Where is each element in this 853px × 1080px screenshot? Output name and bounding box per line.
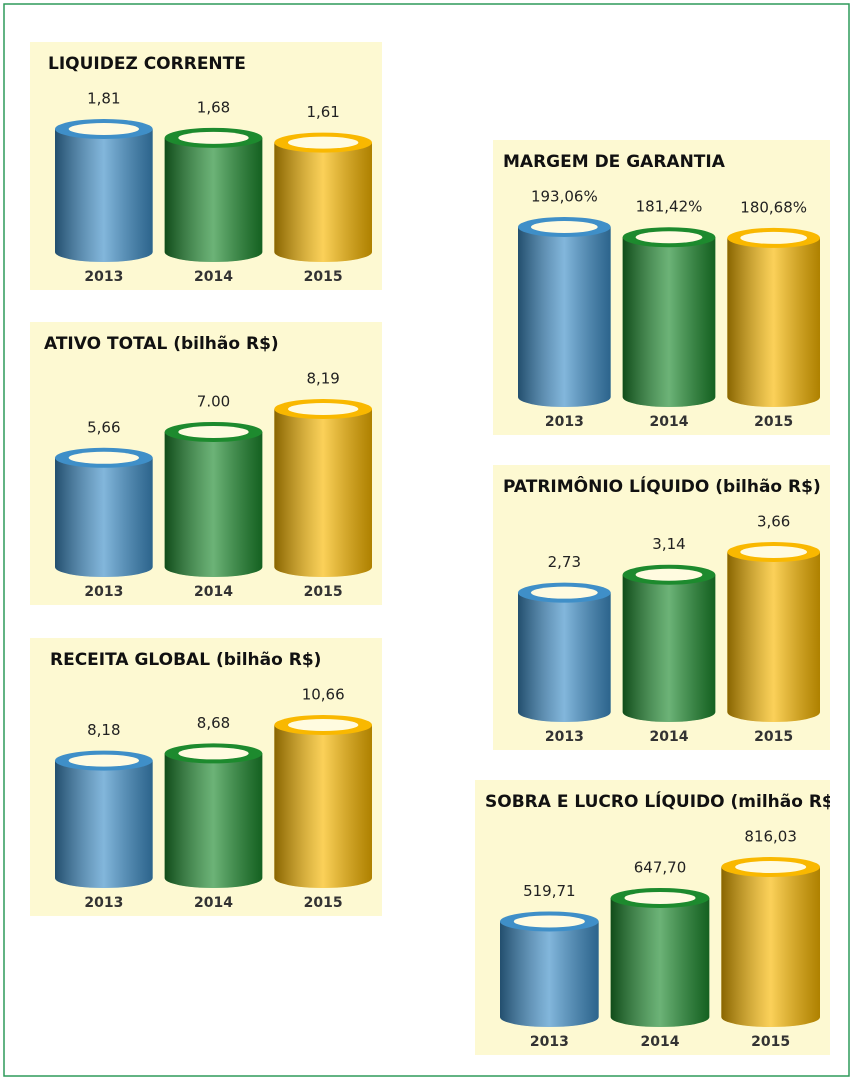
bar-shade bbox=[610, 897, 710, 1027]
chart-panel: MARGEM DE GARANTIA 193,06% 2013 181,42% 2014… bbox=[493, 140, 830, 435]
bar-shade bbox=[727, 237, 820, 407]
value-label: 816,03 bbox=[744, 828, 797, 846]
category-label: 2013 bbox=[545, 414, 584, 430]
chart-panel: RECEITA GLOBAL (bilhão R$) 8,18 2013 8,68 20… bbox=[30, 638, 382, 916]
category-label: 2015 bbox=[751, 1034, 790, 1050]
bar-shade bbox=[727, 552, 820, 722]
bar-top-inner bbox=[624, 891, 696, 904]
bar-shade bbox=[274, 409, 372, 577]
bar-top-inner bbox=[178, 425, 249, 438]
category-label: 2013 bbox=[84, 584, 123, 600]
bar-shade bbox=[622, 237, 716, 407]
bar-shade bbox=[164, 431, 263, 577]
category-label: 2014 bbox=[194, 269, 233, 285]
value-label: 7.00 bbox=[197, 392, 230, 410]
bar-shade bbox=[518, 592, 611, 722]
value-label: 1,81 bbox=[87, 90, 120, 108]
category-label: 2014 bbox=[194, 895, 233, 911]
value-label: 519,71 bbox=[523, 882, 576, 900]
bar-shade bbox=[55, 760, 153, 888]
bar-top-inner bbox=[178, 131, 249, 144]
category-label: 2013 bbox=[84, 895, 123, 911]
category-label: 2015 bbox=[754, 414, 793, 430]
bar-top-inner bbox=[513, 915, 585, 928]
bar-shade bbox=[274, 725, 372, 888]
value-label: 8,18 bbox=[87, 721, 120, 739]
value-label: 181,42% bbox=[636, 198, 703, 216]
bar-top-inner bbox=[178, 747, 249, 760]
bar-top-inner bbox=[288, 403, 359, 415]
category-label: 2013 bbox=[530, 1034, 569, 1050]
bar-top-inner bbox=[735, 861, 807, 873]
bar-top-inner bbox=[530, 221, 598, 233]
bar-shade bbox=[55, 457, 153, 577]
chart-panel: PATRIMÔNIO LÍQUIDO (bilhão R$) 2,73 2013 3,… bbox=[493, 465, 830, 750]
bar-shade bbox=[164, 753, 263, 888]
value-label: 193,06% bbox=[531, 188, 598, 206]
value-label: 180,68% bbox=[740, 198, 807, 216]
bar-top-inner bbox=[635, 568, 703, 581]
value-label: 8,19 bbox=[306, 370, 339, 388]
chart-title: RECEITA GLOBAL (bilhão R$) bbox=[50, 650, 321, 670]
category-label: 2014 bbox=[194, 584, 233, 600]
chart-panel: SOBRA E LUCRO LÍQUIDO (milhão R$) 519,71 2… bbox=[475, 780, 842, 1055]
bar-shade bbox=[164, 137, 263, 262]
value-label: 8,68 bbox=[197, 714, 230, 732]
chart-title: SOBRA E LUCRO LÍQUIDO (milhão R$) bbox=[485, 790, 842, 812]
bar-top-inner bbox=[68, 754, 139, 767]
category-label: 2014 bbox=[641, 1034, 680, 1050]
chart-title: LIQUIDEZ CORRENTE bbox=[48, 54, 246, 74]
bar-top-inner bbox=[740, 546, 808, 558]
value-label: 5,66 bbox=[87, 418, 120, 436]
value-label: 1,68 bbox=[197, 98, 230, 116]
value-label: 2,73 bbox=[548, 553, 581, 571]
bar-top-inner bbox=[530, 586, 598, 599]
category-label: 2015 bbox=[304, 584, 343, 600]
bar-shade bbox=[274, 142, 372, 262]
category-label: 2013 bbox=[545, 729, 584, 745]
value-label: 3,66 bbox=[757, 513, 790, 531]
category-label: 2015 bbox=[754, 729, 793, 745]
chart-panel: ATIVO TOTAL (bilhão R$) 5,66 2013 7.00 2014 8… bbox=[30, 322, 382, 605]
bar-top-inner bbox=[288, 136, 359, 149]
value-label: 3,14 bbox=[652, 535, 685, 553]
bar-shade bbox=[518, 227, 611, 407]
category-label: 2014 bbox=[650, 414, 689, 430]
bar-shade bbox=[721, 867, 820, 1027]
chart-title: PATRIMÔNIO LÍQUIDO (bilhão R$) bbox=[503, 475, 821, 497]
chart-title: ATIVO TOTAL (bilhão R$) bbox=[44, 334, 279, 354]
bar-shade bbox=[622, 574, 716, 722]
bar-top-inner bbox=[288, 719, 359, 731]
category-label: 2014 bbox=[650, 729, 689, 745]
bar-top-inner bbox=[740, 231, 808, 244]
value-label: 1,61 bbox=[306, 103, 339, 121]
value-label: 10,66 bbox=[302, 686, 345, 704]
frame bbox=[3, 3, 850, 1077]
bar-top-inner bbox=[68, 451, 139, 464]
category-label: 2013 bbox=[84, 269, 123, 285]
chart-panel: LIQUIDEZ CORRENTE 1,81 2013 1,68 2014 1,61 201… bbox=[30, 42, 382, 290]
bar-top-inner bbox=[635, 231, 703, 244]
category-label: 2015 bbox=[304, 269, 343, 285]
bar-top-inner bbox=[68, 123, 139, 135]
category-label: 2015 bbox=[304, 895, 343, 911]
bar-shade bbox=[55, 129, 153, 262]
value-label: 647,70 bbox=[634, 858, 687, 876]
bar-shade bbox=[500, 921, 599, 1027]
chart-title: MARGEM DE GARANTIA bbox=[503, 152, 726, 172]
